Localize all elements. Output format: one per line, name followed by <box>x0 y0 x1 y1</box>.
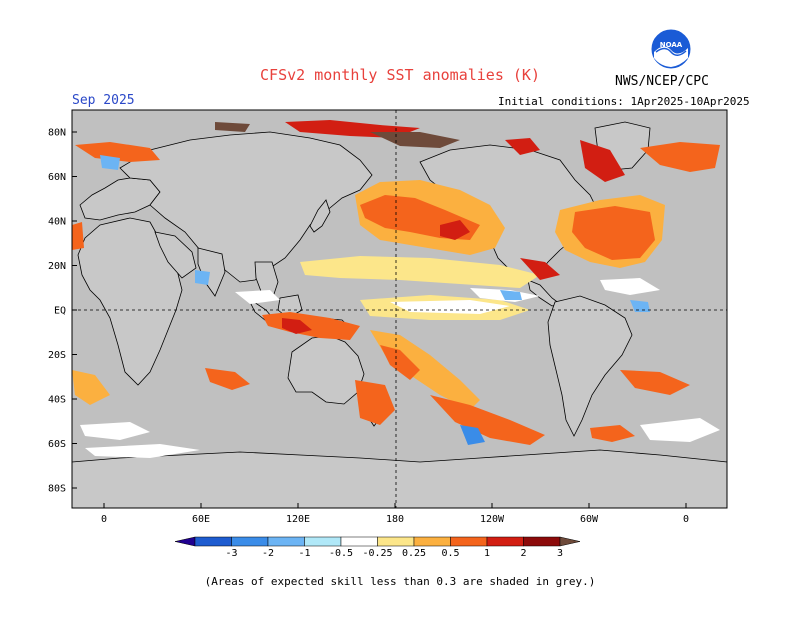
asia <box>119 131 373 283</box>
skill-footnote: (Areas of expected skill less than 0.3 a… <box>204 575 596 588</box>
valid-month-label: Sep 2025 <box>72 93 135 108</box>
lat-label-8: 80S <box>48 484 66 495</box>
lon-label-5: 60W <box>580 514 599 525</box>
lon-label-3: 180 <box>386 514 404 525</box>
colorbar-label-6: 0.5 <box>441 548 459 559</box>
lat-label-5: 20S <box>48 350 66 361</box>
colorbar-swatch-6 <box>413 536 451 547</box>
colorbar-swatch-1 <box>231 536 269 547</box>
colorbar-swatch-2 <box>267 536 305 547</box>
south-america <box>547 295 633 437</box>
lon-label-2: 120E <box>286 514 310 525</box>
lon-label-0: 0 <box>101 514 107 525</box>
colorbar-label-7: 1 <box>484 548 490 559</box>
logo-text: NOAA <box>660 41 683 49</box>
lon-label-4: 120W <box>480 514 505 525</box>
colorbar-swatch-9 <box>523 536 561 547</box>
agency-label: NWS/NCEP/CPC <box>615 74 709 89</box>
colorbar-label-8: 2 <box>520 548 526 559</box>
colorbar-max-arrow <box>559 536 581 547</box>
lat-label-0: 80N <box>48 128 66 139</box>
colorbar: -3 -2 -1 -0.5 -0.25 0.25 0.5 1 2 3 <box>174 536 581 559</box>
longitude-axis: 0 60E 120E 180 120W 60W 0 <box>101 503 689 525</box>
colorbar-swatch-0 <box>194 536 232 547</box>
lat-label-6: 40S <box>48 395 66 406</box>
lat-label-4: EQ <box>54 306 66 317</box>
noaa-logo: NOAA <box>650 28 692 70</box>
colorbar-label-1: -2 <box>262 548 274 559</box>
lat-label-7: 60S <box>48 439 66 450</box>
colorbar-label-0: -3 <box>225 548 237 559</box>
colorbar-label-2: -1 <box>298 548 310 559</box>
arabia <box>154 231 197 279</box>
india <box>197 247 226 297</box>
colorbar-label-5: 0.25 <box>402 548 426 559</box>
colorbar-swatch-4 <box>340 536 378 547</box>
map-title: CFSv2 monthly SST anomalies (K) <box>260 66 540 84</box>
latitude-axis: 80N 60N 40N 20N EQ 20S 40S 60S 80S <box>48 128 77 495</box>
cool-anomalies <box>80 155 720 458</box>
initial-conditions-label: Initial conditions: 1Apr2025-10Apr2025 <box>498 95 750 108</box>
lat-label-3: 20N <box>48 261 66 272</box>
colorbar-label-3: -0.5 <box>329 548 353 559</box>
colorbar-swatch-3 <box>304 536 342 547</box>
map-frame <box>71 109 728 509</box>
japan <box>309 199 331 233</box>
colorbar-label-4: -0.25 <box>362 548 392 559</box>
colorbar-label-9: 3 <box>557 548 563 559</box>
lat-label-2: 40N <box>48 217 66 228</box>
warm-anomalies <box>72 120 720 445</box>
lon-label-6: 0 <box>683 514 689 525</box>
lat-label-1: 60N <box>48 172 66 183</box>
colorbar-min-arrow <box>174 536 196 547</box>
colorbar-swatch-8 <box>486 536 524 547</box>
lon-label-1: 60E <box>192 514 210 525</box>
land-masses <box>71 121 728 509</box>
colorbar-swatch-7 <box>450 536 488 547</box>
colorbar-swatch-5 <box>377 536 415 547</box>
